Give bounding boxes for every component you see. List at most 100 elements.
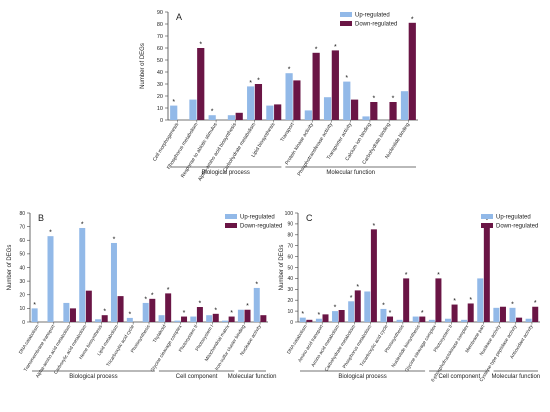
- group-label-biological-process: Biological process: [202, 170, 250, 176]
- significance-star: *: [405, 272, 408, 279]
- significance-star: *: [33, 302, 36, 309]
- y-tick-label: 70: [287, 243, 293, 249]
- bar-down-regulated-antioxidant-activity: [532, 306, 539, 322]
- bar-up-regulated-tricarboxylic-acid-cycle: [126, 317, 133, 322]
- bar-up-regulated-glycine-cleavage-complex: [174, 320, 181, 322]
- category-label: Phosphotransferase activity: [297, 121, 335, 177]
- y-tick-label: 100: [285, 211, 294, 217]
- bar-down-regulated-lipid-biosynthesis: [274, 104, 282, 120]
- bar-up-regulated-amino-acid-transport: [315, 318, 322, 322]
- significance-star: *: [411, 16, 414, 23]
- significance-star: *: [511, 301, 514, 308]
- bar-up-regulated-glycine-cleavage-complex: [428, 319, 435, 322]
- bar-down-regulated-transport: [293, 80, 301, 120]
- category-label: Iron-sulfur cluster binding: [214, 324, 246, 372]
- bar-up-regulated-nucleotide-biosynthesis: [412, 316, 419, 322]
- significance-star: *: [469, 297, 472, 304]
- bar-down-regulated-transporter-activity: [350, 99, 359, 120]
- y-tick-label: 10: [287, 309, 293, 315]
- significance-star: *: [211, 109, 214, 116]
- y-tick-label: 90: [287, 222, 293, 228]
- y-tick-label: 50: [19, 252, 25, 258]
- bar-up-regulated-cell-morphogenesis: [170, 105, 178, 120]
- y-tick-label: 70: [19, 224, 25, 230]
- significance-star: *: [453, 298, 456, 305]
- legend-label-down-regulated: Down-regulated: [355, 22, 397, 28]
- y-axis-label: Number of DEGs: [279, 245, 285, 291]
- y-tick-label: 50: [287, 265, 293, 271]
- y-tick-label: 0: [290, 320, 293, 326]
- significance-star: *: [128, 311, 131, 318]
- bar-down-regulated-alpha-amino-acid-biosynthesis: [235, 112, 243, 120]
- category-label: Thylakoid: [152, 324, 167, 344]
- significance-star: *: [356, 284, 359, 291]
- bar-down-regulated-photosystem-ii: [451, 304, 458, 322]
- bar-down-regulated-tricarboxylic-acid-cycle: [387, 316, 394, 322]
- bar-down-regulated-protein-kinase-activity: [312, 52, 320, 120]
- bar-down-regulated-carbohydrate-metabolism: [354, 290, 361, 322]
- bar-up-regulated-iron-sulfur-cluster-binding: [237, 309, 244, 322]
- y-tick-label: 40: [157, 70, 163, 76]
- bar-up-regulated-carbohydrate-metabolism: [348, 301, 355, 322]
- bar-down-regulated-nuclease-activity: [499, 306, 506, 322]
- y-tick-label: 30: [19, 279, 25, 285]
- y-tick-label: 20: [157, 94, 163, 100]
- bar-down-regulated-membrane-part: [483, 223, 490, 322]
- bar-down-regulated-alpha-amino-acid-metabolism: [69, 308, 76, 322]
- bar-up-regulated-thylakoid: [158, 315, 165, 322]
- bar-up-regulated-lipid-biosynthesis: [266, 105, 274, 120]
- y-tick-label: 90: [157, 10, 163, 16]
- y-tick-label: 0: [22, 320, 25, 326]
- bar-up-regulated-photosystem-ii: [190, 316, 197, 322]
- significance-star: *: [315, 46, 318, 53]
- bar-up-regulated-heme-biosynthesis: [95, 319, 102, 322]
- bar-up-regulated-mitochondrial-matrix: [222, 320, 229, 322]
- significance-star: *: [392, 96, 395, 103]
- panel-label: B: [38, 213, 44, 223]
- y-tick-label: 40: [19, 265, 25, 271]
- bar-up-regulated-response-to-abiotic-stimulus: [208, 115, 216, 120]
- y-tick-label: 30: [287, 287, 293, 293]
- category-label: Transmembrane transport: [23, 323, 56, 372]
- y-axis-label: Number of DEGs: [140, 43, 146, 89]
- y-tick-label: 80: [287, 233, 293, 239]
- category-label: Carbohydrate metabolism: [324, 324, 357, 372]
- bar-down-regulated-heme-biosynthesis: [101, 315, 108, 322]
- bar-down-regulated-6-phosphofructokinase-complex: [467, 303, 474, 322]
- category-label: Nucleotide biosynthesis: [391, 323, 422, 368]
- significance-star: *: [255, 281, 258, 288]
- bar-up-regulated-photosystem-i: [206, 315, 213, 322]
- significance-star: *: [183, 310, 186, 317]
- significance-star: *: [421, 310, 424, 317]
- significance-star: *: [81, 221, 84, 228]
- significance-star: *: [172, 99, 175, 106]
- y-tick-label: 10: [19, 306, 25, 312]
- bar-up-regulated-membrane-part: [477, 278, 484, 322]
- significance-star: *: [382, 302, 385, 309]
- significance-star: *: [249, 80, 252, 87]
- significance-star: *: [151, 292, 154, 299]
- legend-label-up-regulated: Up-regulated: [355, 13, 390, 19]
- significance-star: *: [389, 310, 392, 317]
- group-label-molecular-function: Molecular function: [491, 374, 540, 380]
- bar-up-regulated-photosynthesis: [396, 319, 403, 322]
- bar-down-regulated-nucleotide-biosynthesis: [419, 316, 426, 322]
- significance-star: *: [49, 230, 52, 237]
- significance-star: *: [103, 309, 106, 316]
- y-tick-label: 20: [287, 298, 293, 304]
- bar-down-regulated-thylakoid: [165, 293, 172, 322]
- legend-swatch-down-regulated: [340, 21, 352, 26]
- bar-down-regulated-glycine-cleavage-complex: [181, 316, 188, 322]
- significance-star: *: [288, 67, 291, 74]
- legend-label-up-regulated: Up-regulated: [496, 215, 531, 221]
- significance-star: *: [230, 310, 233, 317]
- category-label: Transport: [279, 121, 296, 143]
- bar-down-regulated-iron-sulfur-cluster-binding: [244, 309, 251, 322]
- bar-down-regulated-phosphotransferase-activity: [331, 50, 339, 120]
- bar-up-regulated-nuclease-activity: [493, 307, 500, 322]
- significance-star: *: [199, 301, 202, 308]
- y-tick-label: 20: [19, 293, 25, 299]
- bar-up-regulated-nucleotide-binding: [400, 91, 409, 120]
